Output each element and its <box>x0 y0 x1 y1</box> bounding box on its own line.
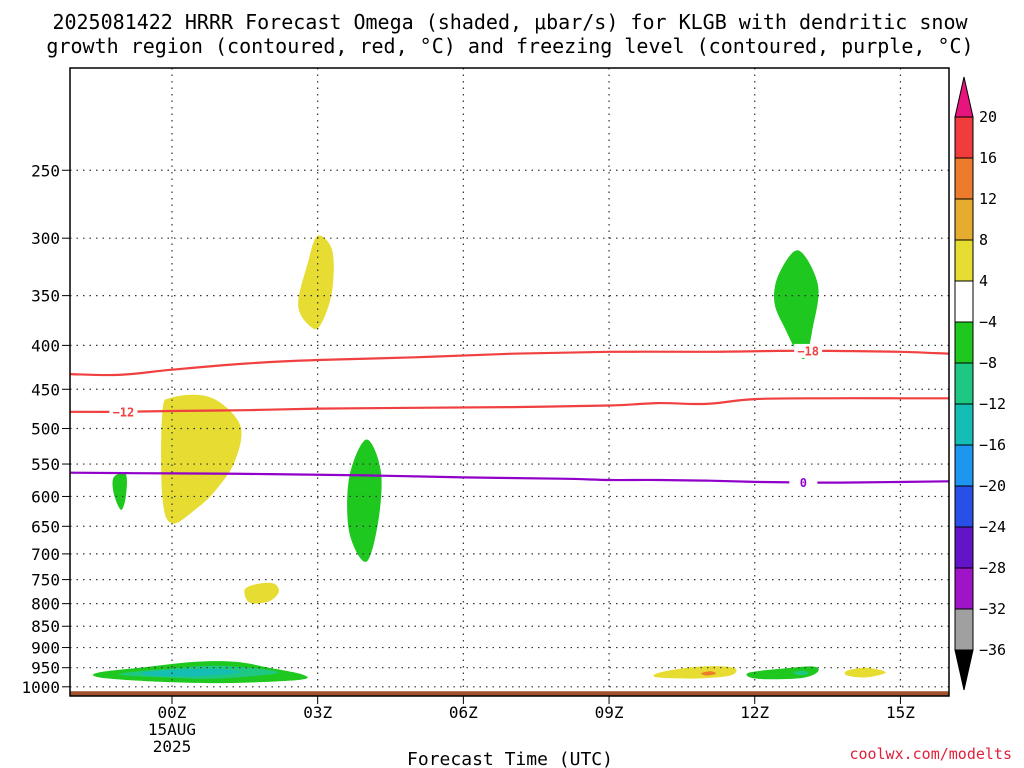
omega-region-10 <box>701 671 717 676</box>
colorbar-segment-2 <box>954 198 974 241</box>
colorbar-segment-9 <box>954 485 974 528</box>
colorbar-tick-1: 16 <box>979 149 997 167</box>
contour-label-bg-0 <box>794 343 823 358</box>
pressure-grid <box>70 68 949 696</box>
ground-surface <box>70 691 949 696</box>
omega-region-5 <box>774 250 819 360</box>
contour-label-1: −12 <box>113 405 135 419</box>
colorbar-tick-4: 4 <box>979 272 988 290</box>
colorbar-tick-9: −20 <box>979 477 1006 495</box>
x-tick-label-15-0: 15Z <box>886 703 915 722</box>
omega-region-12 <box>793 670 809 676</box>
plot-frame <box>69 67 950 697</box>
x-tick-label-0-1: 15AUG <box>148 720 196 739</box>
omega-region-11 <box>746 666 819 680</box>
omega-region-4 <box>347 439 382 562</box>
y-tick-label-800: 800 <box>31 595 60 614</box>
contour-label-2: 0 <box>800 476 807 490</box>
x-tick-label-0-0: 00Z <box>158 703 187 722</box>
omega-shaded-regions <box>93 235 886 684</box>
contour-label-bg-1 <box>109 404 138 419</box>
y-tick-label-650: 650 <box>31 517 60 536</box>
credit-text: coolwx.com/modelts <box>849 745 1012 763</box>
colorbar-tick-11: −28 <box>979 559 1006 577</box>
colorbar-tick-6: −8 <box>979 354 997 372</box>
y-tick-label-550: 550 <box>31 455 60 474</box>
contour-line-1 <box>70 397 949 413</box>
colorbar-segment-8 <box>954 444 974 487</box>
colorbar-segment-0 <box>954 116 974 159</box>
temperature-contours: −18 −12 0 <box>70 343 949 490</box>
colorbar-segment-7 <box>954 403 974 446</box>
y-tick-label-1000: 1000 <box>21 678 60 697</box>
contour-label-0: −18 <box>797 344 819 358</box>
colorbar-tick-10: −24 <box>979 518 1006 536</box>
colorbar-top-arrow <box>954 76 974 118</box>
y-tick-label-750: 750 <box>31 571 60 590</box>
colorbar-segment-6 <box>954 362 974 405</box>
y-tick-label-300: 300 <box>31 229 60 248</box>
y-tick-label-400: 400 <box>31 336 60 355</box>
y-axis-ticks: 250 300 350 400 450 500 550 600 650 700 750 800 850 9… <box>21 161 70 697</box>
omega-region-0 <box>161 394 242 524</box>
x-tick-label-6-0: 06Z <box>449 703 478 722</box>
omega-region-1 <box>298 235 334 330</box>
y-tick-label-950: 950 <box>31 659 60 678</box>
y-tick-label-500: 500 <box>31 420 60 439</box>
omega-region-3 <box>112 472 127 510</box>
colorbar-tick-13: −36 <box>979 641 1006 659</box>
y-tick-label-450: 450 <box>31 380 60 399</box>
x-tick-label-9-0: 09Z <box>595 703 624 722</box>
omega-region-8 <box>141 668 241 677</box>
chart-title-line-2: growth region (contoured, red, °C) and f… <box>46 34 973 58</box>
colorbar-segment-12 <box>954 608 974 651</box>
colorbar-tick-2: 12 <box>979 190 997 208</box>
omega-region-9 <box>653 666 737 679</box>
y-tick-label-600: 600 <box>31 487 60 506</box>
colorbar-segment-3 <box>954 239 974 282</box>
colorbar-segment-11 <box>954 567 974 610</box>
omega-region-13 <box>844 667 886 678</box>
omega-colorbar: 20 16 12 8 4 −4 −8 −12 −16 −20 −24 −28 −32 −36 <box>954 76 1006 691</box>
y-tick-label-350: 350 <box>31 287 60 306</box>
x-tick-label-0-2: 2025 <box>153 737 192 756</box>
y-tick-label-250: 250 <box>31 161 60 180</box>
chart-title-line-1: 2025081422 HRRR Forecast Omega (shaded, … <box>52 10 968 34</box>
colorbar-segment-10 <box>954 526 974 569</box>
colorbar-tick-7: −12 <box>979 395 1006 413</box>
colorbar-bottom-arrow <box>954 649 974 691</box>
y-tick-label-900: 900 <box>31 639 60 658</box>
x-tick-label-12-0: 12Z <box>740 703 769 722</box>
y-tick-label-700: 700 <box>31 545 60 564</box>
colorbar-segment-1 <box>954 157 974 200</box>
colorbar-tick-12: −32 <box>979 600 1006 618</box>
colorbar-tick-5: −4 <box>979 313 997 331</box>
colorbar-tick-3: 8 <box>979 231 988 249</box>
y-tick-label-850: 850 <box>31 617 60 636</box>
colorbar-tick-8: −16 <box>979 436 1006 454</box>
x-axis-label: Forecast Time (UTC) <box>407 749 613 768</box>
colorbar-segment-4 <box>954 280 974 323</box>
x-tick-label-3-0: 03Z <box>303 703 332 722</box>
colorbar-tick-0: 20 <box>979 108 997 126</box>
omega-region-2 <box>244 582 279 604</box>
contour-line-0 <box>70 349 949 377</box>
contour-label-bg-2 <box>789 475 818 490</box>
colorbar-segment-5 <box>954 321 974 364</box>
